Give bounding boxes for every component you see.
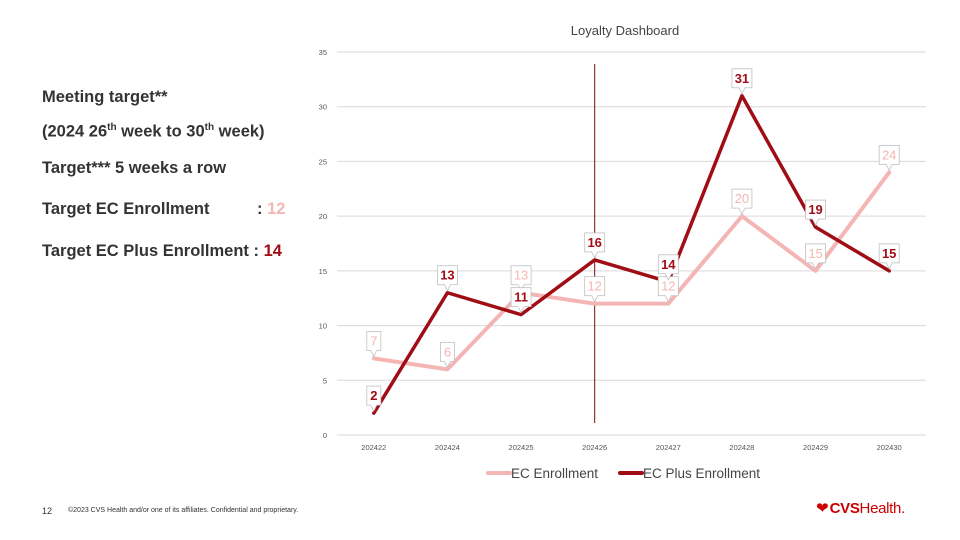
target-ec-enrollment: Target EC Enrollment [42, 200, 209, 219]
y-tick-label: 10 [319, 322, 327, 331]
heart-icon: ❤ [816, 500, 829, 517]
data-label: 16 [584, 232, 606, 259]
data-label-text: 2 [370, 388, 377, 403]
ec-enrollment-line [371, 170, 892, 372]
data-label-text: 15 [882, 246, 896, 261]
target-ec-value-wrap: : 12 [257, 200, 286, 218]
target-week-range: (2024 26th week to 30th week) [42, 122, 265, 141]
data-label-text: 15 [808, 246, 822, 261]
data-label-text: 16 [587, 235, 601, 250]
chart-title: Loyalty Dashboard [571, 23, 679, 38]
data-label: 11 [510, 287, 532, 314]
meeting-target-heading: Meeting target** [42, 88, 168, 106]
y-tick-label: 5 [323, 376, 327, 385]
data-label: 12 [584, 276, 606, 303]
y-tick-label: 0 [323, 431, 327, 440]
data-label-text: 31 [735, 71, 749, 86]
x-tick-label: 202424 [435, 443, 460, 452]
data-label: 7 [366, 330, 382, 358]
series-lines [371, 94, 892, 415]
data-label: 24 [878, 144, 900, 172]
data-label-text: 11 [514, 290, 528, 305]
target-ec-plus-enrollment: Target EC Plus Enrollment : 14 [42, 242, 282, 260]
target-ec-value: 12 [267, 200, 286, 218]
data-label-text: 6 [444, 344, 451, 359]
data-label-text: 12 [661, 279, 675, 294]
y-tick-label: 35 [319, 48, 327, 57]
data-label: 31 [731, 68, 753, 95]
y-axis-ticks: 0 5 10 15 20 25 30 35 [319, 48, 327, 440]
x-tick-label: 202428 [729, 443, 754, 452]
target-ecp-value: 14 [263, 242, 282, 260]
page-number: 12 [42, 506, 53, 516]
data-label: 12 [657, 276, 679, 303]
target-rule: Target*** 5 weeks a row [42, 159, 227, 177]
chart-legend: EC Enrollment EC Plus Enrollment [486, 466, 760, 481]
legend-item: EC Enrollment [486, 466, 598, 481]
target-ec-label: Target EC Enrollment [42, 200, 210, 218]
x-tick-label: 202429 [803, 443, 828, 452]
data-label-text: 19 [808, 202, 822, 217]
data-label-text: 12 [587, 279, 601, 294]
y-tick-label: 20 [319, 212, 327, 221]
data-labels: 7 6 13 12 12 20 15 24 2 13 11 16 14 31 19 15 [366, 68, 900, 413]
data-label: 2 [366, 385, 382, 413]
legend-item: EC Plus Enrollment [618, 466, 760, 481]
legend-label: EC Enrollment [511, 466, 598, 481]
x-tick-label: 202426 [582, 443, 607, 452]
cvs-health-logo: ❤CVSHealth. [816, 500, 906, 517]
ec-plus-enrollment-line [372, 94, 891, 415]
y-tick-label: 25 [319, 157, 327, 166]
data-label: 20 [731, 188, 753, 216]
data-label-text: 14 [661, 257, 676, 272]
target-ecp-label: Target EC Plus Enrollment [42, 242, 249, 260]
data-label-text: 13 [440, 268, 454, 283]
gridlines [337, 51, 926, 436]
x-tick-label: 202425 [509, 443, 534, 452]
data-label-text: 20 [735, 191, 749, 206]
copyright-notice: ©2023 CVS Health and/or one of its affil… [68, 507, 299, 514]
data-label-text: 7 [370, 333, 377, 348]
data-label: 13 [437, 265, 458, 292]
data-label: 15 [878, 243, 900, 270]
data-label: 13 [510, 265, 532, 292]
data-label: 14 [657, 254, 679, 281]
data-label: 15 [805, 243, 826, 270]
data-label-text: 24 [882, 147, 896, 162]
data-label: 6 [440, 341, 455, 369]
x-tick-label: 202427 [656, 443, 681, 452]
x-axis-ticks: 202422 202424 202425 202426 202427 202428 2024… [361, 443, 901, 452]
x-tick-label: 202422 [361, 443, 386, 452]
y-tick-label: 30 [319, 103, 327, 112]
data-label-text: 13 [514, 268, 528, 283]
y-tick-label: 15 [319, 267, 327, 276]
data-label: 19 [805, 199, 826, 226]
legend-label: EC Plus Enrollment [643, 466, 760, 481]
x-tick-label: 202430 [877, 443, 902, 452]
